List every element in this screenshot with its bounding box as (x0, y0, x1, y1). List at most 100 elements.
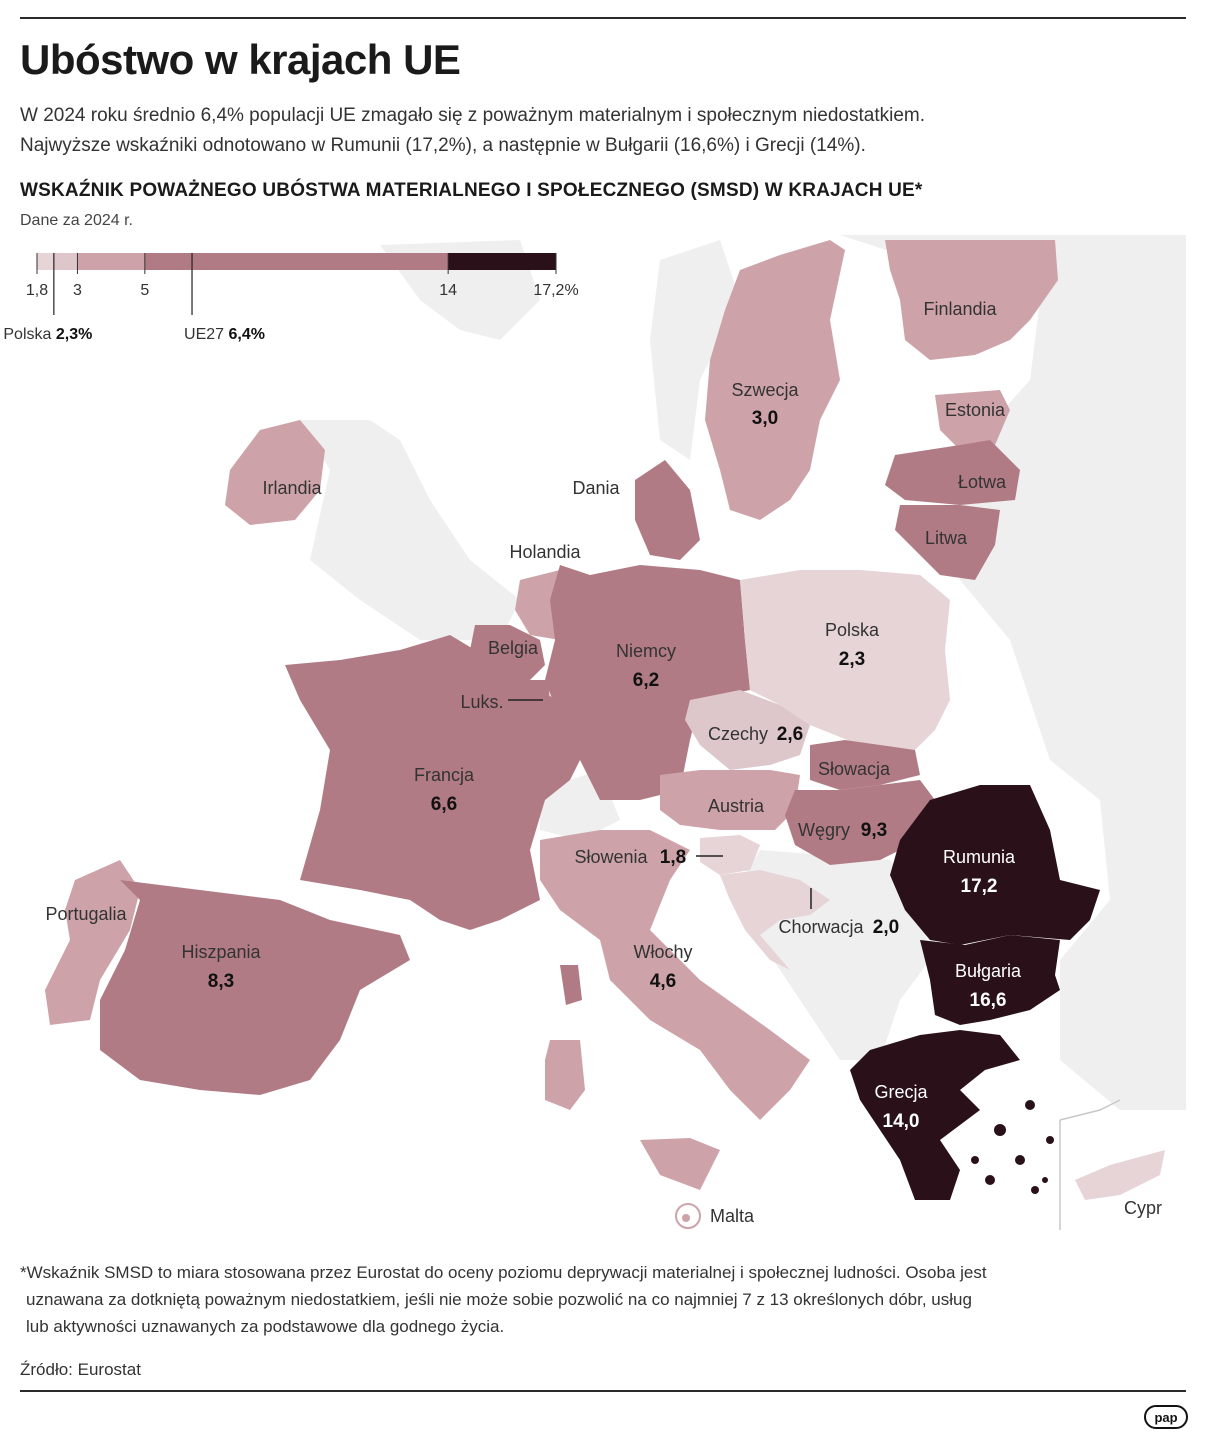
pap-logo-text: pap (1154, 1410, 1177, 1425)
eu-map: 1,8 3 5 14 17,2% Polska 2,3% UE27 6,4% Finland… (3, 235, 1186, 1230)
region-estonia (935, 390, 1010, 450)
legend: 1,8 3 5 14 17,2% Polska 2,3% UE27 6,4% (3, 253, 579, 343)
region-rumunia (890, 785, 1100, 945)
label-luks: Luks. (460, 692, 503, 712)
region-austria (660, 770, 800, 830)
label-dania: Dania (572, 478, 620, 498)
legend-marker-value-1: 6,4% (228, 326, 264, 343)
region-cypr (1075, 1150, 1165, 1200)
region-polska (740, 570, 950, 750)
country-shapes (45, 240, 1165, 1200)
value-hiszpania: 8,3 (208, 971, 234, 992)
region-grecja (850, 1030, 1020, 1200)
label-irlandia: Irlandia (262, 478, 322, 498)
label-wlochy: Włochy (633, 942, 692, 962)
value-grecja: 14,0 (883, 1111, 920, 1132)
legend-tick-3: 14 (439, 282, 457, 299)
page-title: Ubóstwo w krajach UE (20, 36, 461, 83)
legend-tick-4: 17,2% (533, 282, 578, 299)
label-bulgaria: Bułgaria (955, 961, 1022, 981)
region-korsyka (560, 965, 582, 1005)
label-niemcy: Niemcy (616, 641, 676, 661)
region-francja (285, 635, 585, 930)
value-chorwacja: 2,0 (873, 917, 899, 938)
region-sardynia (545, 1040, 585, 1110)
label-slowacja: Słowacja (818, 759, 891, 779)
legend-class-1 (53, 253, 78, 270)
value-niemcy: 6,2 (633, 670, 659, 691)
legend-class-0 (37, 253, 54, 270)
region-wegry (785, 780, 935, 865)
footnote-line-2: uznawana za dotkniętą poważnym niedostat… (26, 1290, 972, 1309)
label-chorwacja: Chorwacja (778, 917, 864, 937)
lead-line-1: W 2024 roku średnio 6,4% populacji UE zm… (20, 105, 926, 126)
label-wegry: Węgry (798, 820, 850, 840)
legend-marker-0: Polska 2,3% (3, 326, 92, 343)
legend-tick-0: 1,8 (26, 282, 48, 299)
region-dania (635, 460, 700, 560)
label-malta: Malta (710, 1206, 755, 1226)
label-portugalia: Portugalia (45, 904, 127, 924)
label-francja: Francja (414, 765, 475, 785)
legend-marker-value-0: 2,3% (56, 326, 92, 343)
legend-marker-name-0: Polska (3, 326, 55, 343)
region-lotwa (885, 440, 1020, 505)
legend-class-3 (144, 253, 449, 270)
legend-class-4 (448, 253, 556, 270)
label-lotwa: Łotwa (958, 472, 1007, 492)
label-hiszpania: Hiszpania (181, 942, 261, 962)
label-holandia: Holandia (509, 542, 581, 562)
value-polska: 2,3 (839, 649, 865, 670)
value-bulgaria: 16,6 (970, 990, 1007, 1011)
region-finlandia (885, 240, 1058, 360)
value-rumunia: 17,2 (961, 876, 998, 897)
label-czechy: Czechy (708, 724, 768, 744)
region-szwecja (705, 240, 845, 520)
value-slowenia: 1,8 (660, 847, 686, 868)
value-czechy: 2,6 (777, 724, 803, 745)
value-szwecja: 3,0 (752, 408, 778, 429)
footnote-line-1: *Wskaźnik SMSD to miara stosowana przez … (20, 1263, 987, 1282)
region-irlandia (225, 420, 325, 525)
label-cypr: Cypr (1124, 1198, 1162, 1218)
label-grecja: Grecja (874, 1082, 928, 1102)
chart-heading: WSKAŹNIK POWAŻNEGO UBÓSTWA MATERIALNEGO … (20, 180, 923, 201)
label-austria: Austria (708, 796, 765, 816)
value-wegry: 9,3 (861, 820, 887, 841)
legend-tick-2: 5 (140, 282, 149, 299)
region-niemcy (545, 565, 750, 800)
label-polska: Polska (825, 620, 880, 640)
region-litwa (895, 505, 1000, 580)
region-wlochy (540, 830, 810, 1120)
label-slowenia: Słowenia (574, 847, 648, 867)
label-rumunia: Rumunia (943, 847, 1016, 867)
cyprus-inset-border (1059, 1099, 1121, 1230)
value-francja: 6,6 (431, 794, 457, 815)
region-hiszpania (100, 880, 410, 1095)
region-belgia (470, 625, 545, 680)
lead-line-2: Najwyższe wskaźniki odnotowano w Rumunii… (20, 135, 866, 156)
region-grecja-islands (971, 1100, 1054, 1194)
legend-class-2 (77, 253, 145, 270)
legend-marker-name-1: UE27 (184, 326, 228, 343)
region-bulgaria (920, 935, 1060, 1025)
top-rule (20, 17, 1186, 19)
region-slowacja (810, 740, 920, 790)
label-litwa: Litwa (925, 528, 968, 548)
chart-subheading: Dane za 2024 r. (20, 212, 133, 229)
region-czechy (685, 690, 810, 770)
value-wlochy: 4,6 (650, 971, 676, 992)
region-sycylia (640, 1138, 720, 1190)
label-belgia: Belgia (488, 638, 539, 658)
source: Źródło: Eurostat (20, 1360, 141, 1379)
region-chorwacja (720, 870, 830, 970)
malta-island (682, 1214, 690, 1222)
label-szwecja: Szwecja (731, 380, 799, 400)
legend-tick-1: 3 (73, 282, 82, 299)
label-finlandia: Finlandia (923, 299, 997, 319)
region-slowenia (700, 835, 760, 875)
pap-logo: pap (1144, 1405, 1188, 1429)
label-estonia: Estonia (945, 400, 1006, 420)
country-labels: Finlandia Szwecja 3,0 Estonia Łotwa Litw… (45, 299, 1162, 1226)
bottom-rule (20, 1390, 1186, 1392)
